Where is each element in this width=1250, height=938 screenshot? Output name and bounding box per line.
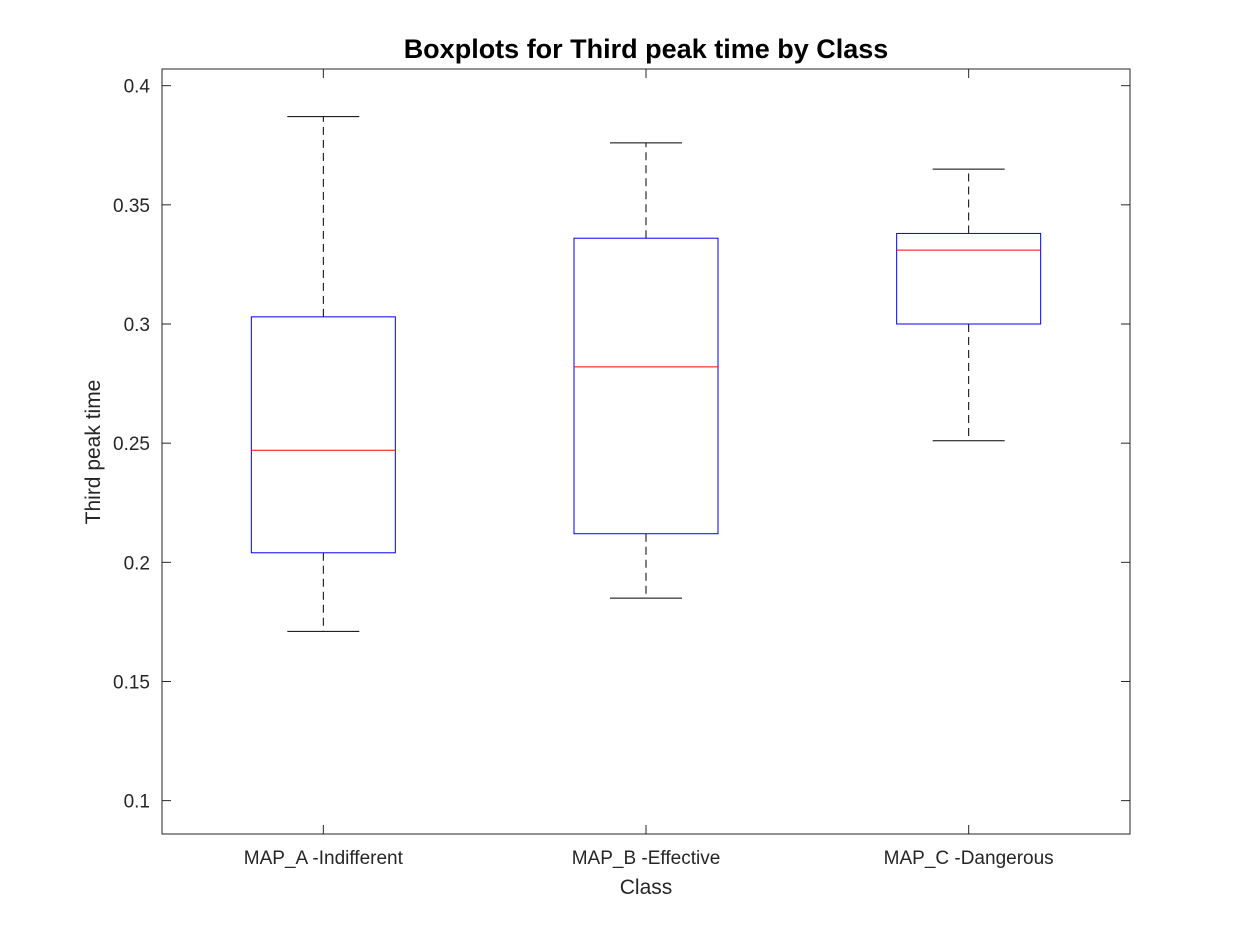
iqr-box [896,232,1042,325]
box-3 [896,168,1042,442]
y-tick-label: 0.35 [113,196,150,217]
y-tick-label: 0.4 [124,77,151,98]
y-tick-label: 0.15 [113,672,150,693]
x-axis: MAP_A -Indifferent MAP_B -Effective MAP_C … [244,69,1054,869]
x-tick-label: MAP_B -Effective [572,848,721,869]
y-tick-label: 0.25 [113,434,150,455]
x-axis-label: Class [620,876,673,899]
boxes-group [250,116,1042,632]
iqr-box [250,316,396,554]
x-tick-label: MAP_A -Indifferent [244,848,404,869]
x-tick-label: MAP_C -Dangerous [884,848,1054,869]
y-tick-label: 0.2 [124,553,150,574]
y-tick-label: 0.3 [124,315,150,336]
y-axis: 0.1 0.15 0.2 0.25 0.3 0.35 0.4 [113,77,1130,813]
y-axis-label: Third peak time [82,380,105,525]
chart-title: Boxplots for Third peak time by Class [404,34,889,64]
y-tick-label: 0.1 [124,792,150,813]
iqr-box [573,237,719,535]
box-1 [250,116,396,632]
box-2 [573,142,719,599]
